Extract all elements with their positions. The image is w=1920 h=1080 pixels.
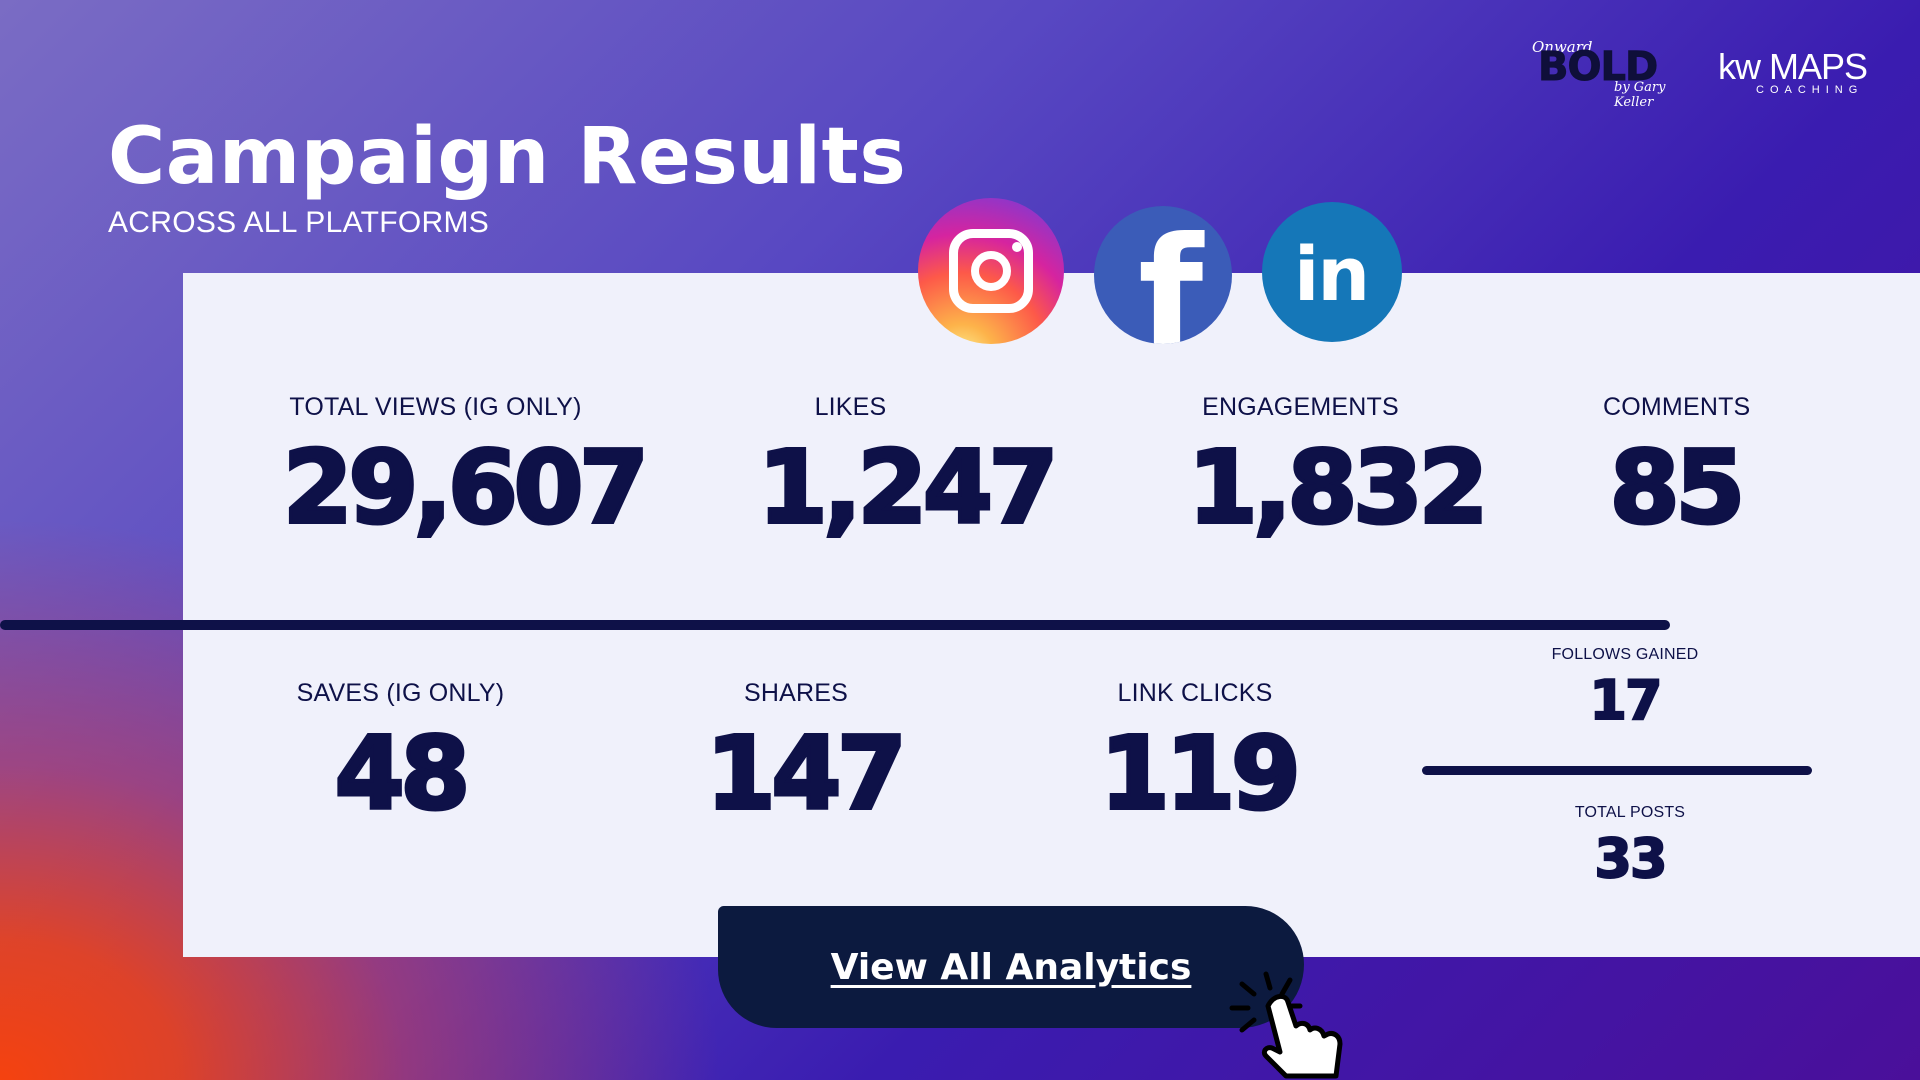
stat-value: 147 [704,715,909,832]
stat-label: LINK CLICKS [1117,679,1273,707]
stat-total-views: TOTAL VIEWS (IG ONLY) 29,607 [281,393,651,546]
stat-label: COMMENTS [1603,393,1751,421]
stat-value: 85 [1608,429,1747,546]
stat-saves: SAVES (IG ONLY) 48 [283,679,518,832]
stat-label: ENGAGEMENTS [1202,393,1399,421]
stat-value: 119 [1098,715,1303,832]
view-all-analytics-button[interactable]: View All Analytics [718,906,1304,1028]
kw-logo-text: kw MAPS [1718,46,1868,87]
view-all-analytics-label[interactable]: View All Analytics [830,946,1192,988]
kw-coaching-text: COACHING [1756,84,1864,96]
stat-label: TOTAL POSTS [1574,804,1686,821]
stat-value: 48 [333,715,472,832]
pointer-hand-icon [1229,971,1343,1079]
results-panel: TOTAL VIEWS (IG ONLY) 29,607 LIKES 1,247… [183,273,1920,957]
stat-value: 29,607 [281,429,651,546]
linkedin-icon: in [1262,202,1402,342]
onward-bold-logo: Onward BOLD by Gary Keller [1532,38,1690,110]
facebook-icon: f [1094,206,1232,344]
kw-maps-logo: kw MAPS COACHING [1718,46,1878,102]
stat-likes: LIKES 1,247 [756,393,1060,546]
stat-value: 17 [1588,669,1663,732]
logo-script-text: Onward [1532,38,1593,56]
stat-follows-gained: FOLLOWS GAINED 17 [1535,646,1715,732]
logo-byline-text: by Gary Keller [1614,80,1666,110]
instagram-dot [1012,242,1022,252]
stat-value: 1,832 [1186,429,1490,546]
stat-label: SAVES (IG ONLY) [296,679,505,707]
stat-total-posts: TOTAL POSTS 33 [1545,804,1715,890]
stat-label: TOTAL VIEWS (IG ONLY) [289,393,582,421]
main-divider [0,620,1670,630]
stat-link-clicks: LINK CLICKS 119 [1098,679,1303,832]
stat-value: 33 [1593,827,1668,890]
stat-value: 1,247 [756,429,1060,546]
instagram-frame [949,229,1033,313]
stat-comments: COMMENTS 85 [1603,393,1751,546]
side-divider [1422,766,1812,775]
page-title: Campaign Results [108,112,907,202]
instagram-icon [918,198,1064,344]
stat-label: FOLLOWS GAINED [1551,646,1699,663]
instagram-lens [971,251,1011,291]
stat-shares: SHARES 147 [704,679,909,832]
stat-engagements: ENGAGEMENTS 1,832 [1186,393,1490,546]
logo-bold-text: BOLD [1537,44,1658,91]
page-subtitle: ACROSS ALL PLATFORMS [108,206,490,239]
stat-label: LIKES [814,393,887,421]
stat-label: SHARES [743,679,848,707]
